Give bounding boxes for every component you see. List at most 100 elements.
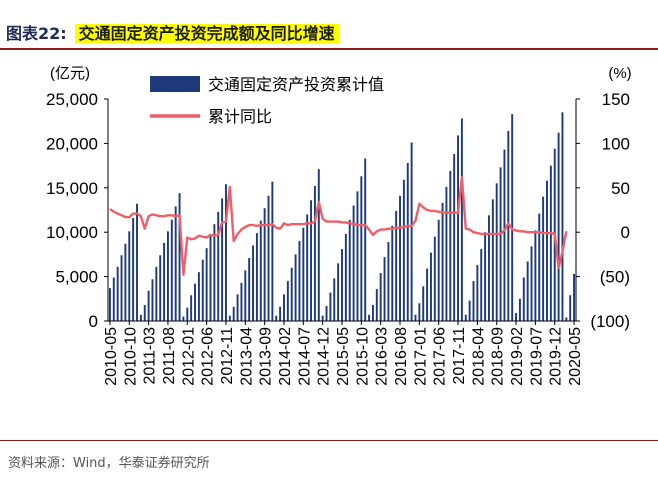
left-tick-label: 10,000 xyxy=(46,223,98,242)
bar xyxy=(441,202,444,321)
chart: 0 5,000 10,000 15,000 20,000 25,000 (100) (50) 0… xyxy=(46,65,632,386)
bar xyxy=(522,277,525,321)
bar xyxy=(290,267,293,321)
bar xyxy=(495,183,498,321)
x-tick-label: 2011-08 xyxy=(161,327,178,385)
bar xyxy=(364,158,367,321)
bar xyxy=(352,205,355,321)
bar xyxy=(472,281,475,321)
bar xyxy=(360,176,363,321)
footer-divider xyxy=(0,440,658,441)
bar xyxy=(356,191,359,321)
bar xyxy=(275,315,278,321)
x-tick-label: 2017-01 xyxy=(412,327,429,386)
x-tick-label: 2016-08 xyxy=(393,327,410,386)
x-tick-label: 2010-05 xyxy=(103,327,120,386)
bar xyxy=(132,217,135,321)
bar xyxy=(530,246,533,321)
bar xyxy=(120,255,123,321)
bar xyxy=(255,233,258,321)
bar xyxy=(395,210,398,321)
bar xyxy=(166,231,169,321)
bar xyxy=(201,259,204,321)
bar xyxy=(294,254,297,321)
bar xyxy=(271,181,274,321)
bar xyxy=(437,219,440,321)
bar xyxy=(557,132,560,321)
bar xyxy=(387,241,390,321)
bar xyxy=(136,203,138,321)
bar xyxy=(286,281,289,321)
legend-line-label: 累计同比 xyxy=(208,108,272,126)
figure-label: 图表22: xyxy=(6,24,67,43)
bar xyxy=(252,245,254,321)
bar xyxy=(302,227,305,321)
bar xyxy=(283,294,285,321)
x-tick-label: 2016-03 xyxy=(374,327,391,386)
bar xyxy=(143,305,146,321)
bar xyxy=(414,314,417,321)
bar xyxy=(325,305,328,321)
bar xyxy=(499,167,502,321)
x-tick-label: 2019-07 xyxy=(528,327,545,386)
bar xyxy=(348,219,351,321)
bar xyxy=(298,241,301,321)
bar xyxy=(151,279,154,321)
bar xyxy=(515,313,518,321)
bar xyxy=(112,277,115,321)
bar xyxy=(116,266,119,321)
bar xyxy=(383,257,386,321)
bar xyxy=(182,316,185,321)
bar xyxy=(155,266,158,321)
bar xyxy=(186,307,189,321)
bar xyxy=(371,305,374,321)
bar xyxy=(228,315,231,321)
bar xyxy=(573,273,576,321)
bar xyxy=(108,288,111,321)
bar xyxy=(128,231,131,321)
right-tick-label: 100 xyxy=(602,134,630,153)
bar xyxy=(549,165,552,321)
bar xyxy=(484,232,487,321)
bar xyxy=(190,295,193,321)
bar xyxy=(244,270,247,321)
bar xyxy=(197,272,200,321)
bar xyxy=(279,306,282,321)
bar xyxy=(402,179,405,321)
bar xyxy=(480,249,483,321)
x-tick-label: 2012-01 xyxy=(180,327,197,386)
bar xyxy=(561,112,564,321)
bar xyxy=(368,314,371,321)
x-tick-label: 2017-11 xyxy=(451,327,468,385)
bar xyxy=(379,273,382,321)
bar xyxy=(460,118,463,321)
right-tick-label: (100) xyxy=(590,312,630,331)
bar xyxy=(433,236,436,321)
x-tick-label: 2011-03 xyxy=(142,327,159,385)
bar xyxy=(124,243,127,321)
bar xyxy=(391,225,394,321)
bar xyxy=(147,290,150,321)
bar xyxy=(259,220,262,321)
bar xyxy=(429,252,432,321)
bar xyxy=(449,170,452,321)
bar xyxy=(375,289,378,321)
x-tick-label: 2019-12 xyxy=(548,327,565,386)
bar xyxy=(426,268,429,321)
bar xyxy=(457,135,459,321)
bar xyxy=(170,219,173,321)
x-tick-label: 2018-04 xyxy=(470,327,487,386)
bar xyxy=(248,257,251,321)
bar xyxy=(317,169,320,321)
bar xyxy=(464,314,467,321)
x-tick-label: 2014-07 xyxy=(296,327,313,386)
left-tick-label: 15,000 xyxy=(46,179,98,198)
x-tick-label: 2015-10 xyxy=(354,327,371,386)
title-divider xyxy=(0,48,658,50)
bar xyxy=(422,286,425,321)
bar xyxy=(306,214,309,321)
x-tick-label: 2018-09 xyxy=(490,327,507,386)
right-tick-label: 0 xyxy=(621,223,630,242)
right-axis-label: (%) xyxy=(608,65,631,82)
bar xyxy=(225,184,227,321)
